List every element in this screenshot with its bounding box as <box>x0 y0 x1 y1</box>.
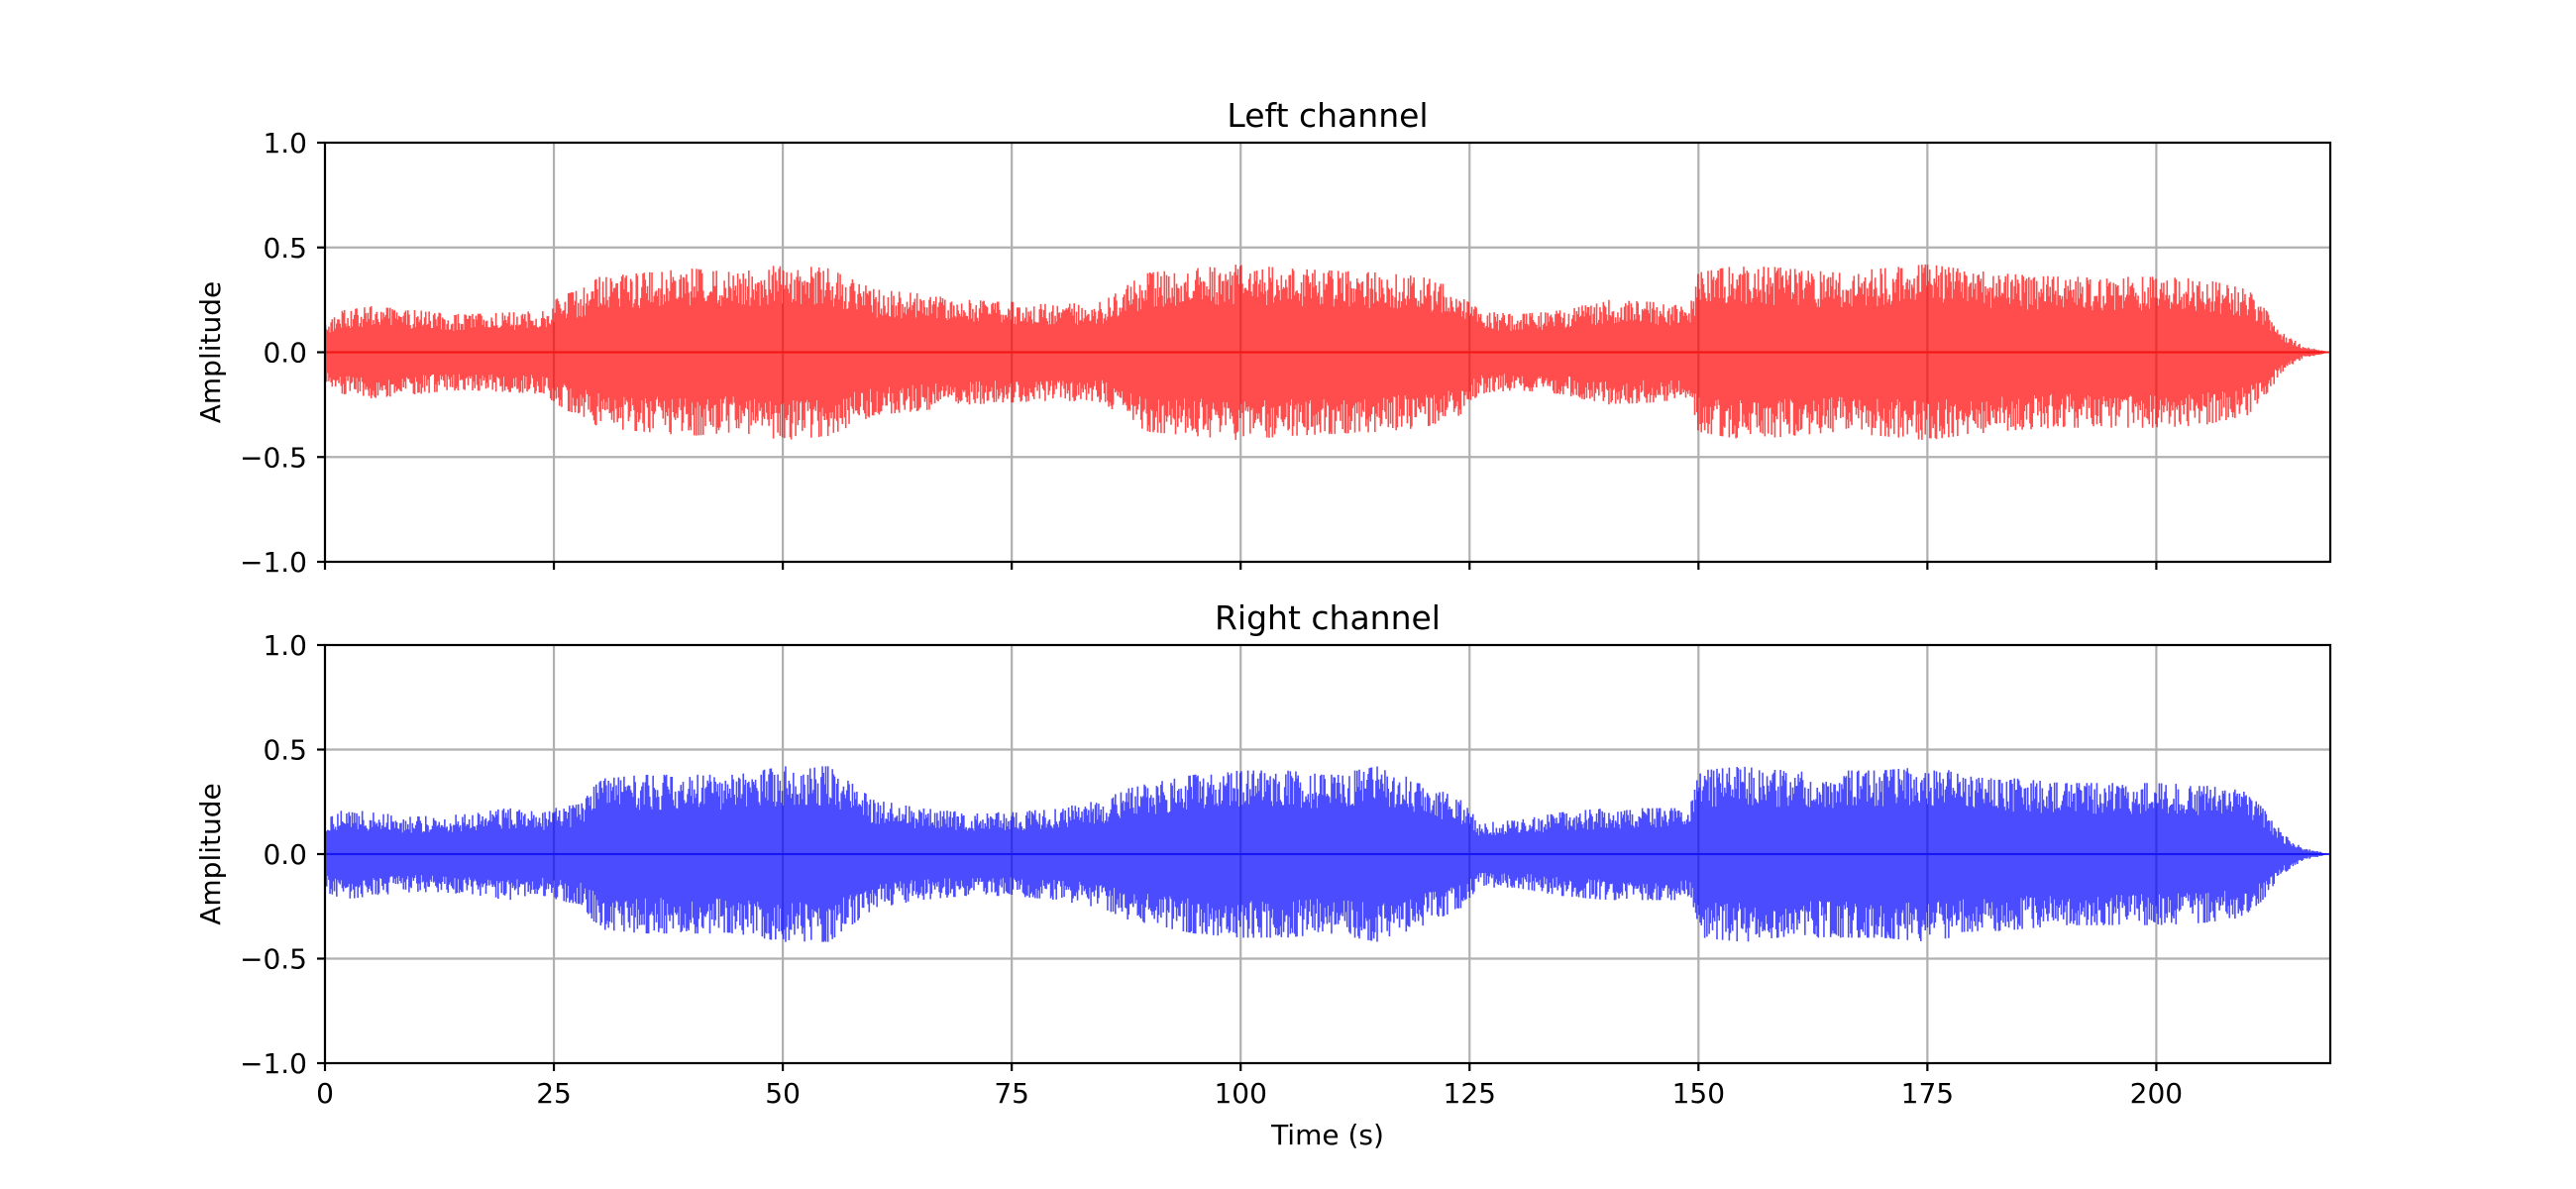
x-tick-label: 200 <box>2130 1077 2183 1110</box>
x-tick-label: 125 <box>1444 1077 1496 1110</box>
y-tick-label: 0.0 <box>263 337 307 370</box>
y-tick-label: 1.0 <box>263 629 307 662</box>
y-tick-label: −0.5 <box>240 943 307 976</box>
right-channel-panel: 0 25 50 75 100 125 150 175 200 −1.0 −0.5 0.0 0.5 1.0 R… <box>194 598 2332 1151</box>
x-tick-label: 75 <box>994 1077 1029 1110</box>
y-axis-label: Amplitude <box>194 281 227 424</box>
y-tick-label: −0.5 <box>240 441 307 474</box>
left-channel-panel: −1.0 −0.5 0.0 0.5 1.0 Left channel Amplitude <box>194 96 2332 579</box>
chart-title: Left channel <box>1227 96 1428 135</box>
chart-title: Right channel <box>1215 598 1441 637</box>
x-tick-label: 150 <box>1672 1077 1725 1110</box>
y-tick-label: 0.5 <box>263 232 307 265</box>
y-axis-label: Amplitude <box>194 783 227 925</box>
x-tick-label: 25 <box>536 1077 572 1110</box>
y-tick-label: 0.5 <box>263 734 307 767</box>
x-tick-label: 0 <box>316 1077 334 1110</box>
y-tick-label: −1.0 <box>240 1047 307 1080</box>
x-axis-label: Time (s) <box>1270 1119 1384 1151</box>
y-tick-label: 0.0 <box>263 838 307 871</box>
y-tick-label: −1.0 <box>240 546 307 579</box>
x-tick-label: 175 <box>1901 1077 1954 1110</box>
x-tick-label: 50 <box>765 1077 801 1110</box>
y-tick-label: 1.0 <box>263 127 307 160</box>
x-tick-label: 100 <box>1214 1077 1266 1110</box>
